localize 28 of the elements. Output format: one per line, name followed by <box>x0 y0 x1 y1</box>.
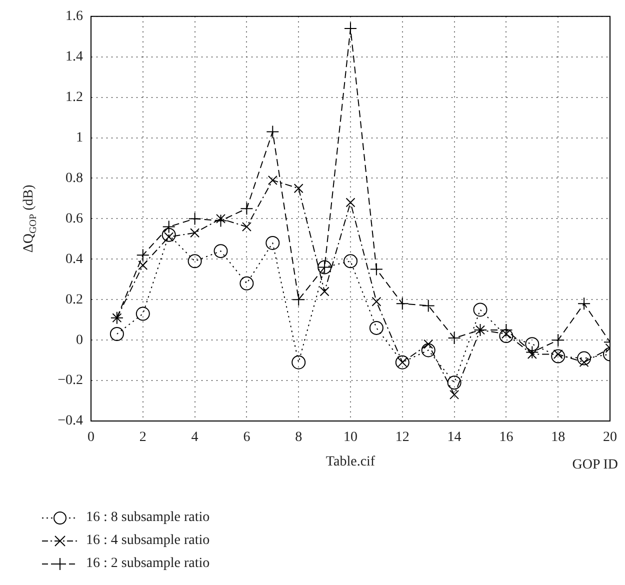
x-tick-label: 6 <box>243 430 250 446</box>
x-tick-label: 0 <box>88 430 94 446</box>
y-tick-label: −0.4 <box>58 414 83 429</box>
y-axis-title: ΔQGOP (dB) <box>22 184 39 253</box>
y-tick-label: 1.6 <box>66 9 83 24</box>
y-tick-label: 0 <box>76 332 83 348</box>
x-axis-title: GOP ID <box>572 458 618 473</box>
x-tick-label: 16 <box>499 430 514 446</box>
y-tick-label: 0.6 <box>66 211 83 226</box>
text: Table.cif <box>326 454 376 470</box>
x-tick-label: 18 <box>551 430 566 446</box>
x-tick-label: 14 <box>447 430 462 446</box>
y-tick-label: 1.2 <box>66 90 83 105</box>
y-tick-label: 0.2 <box>66 292 83 308</box>
legend-label: 16 : 4 subsample ratio <box>86 532 210 550</box>
y-tick-label: 0.8 <box>66 170 83 186</box>
y-tick-label: −0.2 <box>58 373 83 388</box>
x-tick-label: 2 <box>139 430 146 446</box>
x-tick-label: 10 <box>344 430 358 446</box>
x-tick-label: 12 <box>395 430 410 446</box>
x-tick-label: 4 <box>191 430 198 446</box>
x-tick-label: 8 <box>295 430 302 446</box>
x-tick-label: 20 <box>603 430 617 446</box>
y-tick-label: 1 <box>76 130 83 146</box>
legend-label: 16 : 2 subsample ratio <box>86 555 210 573</box>
legend-label: 16 : 8 subsample ratio <box>86 509 210 527</box>
y-tick-label: 0.4 <box>66 252 83 267</box>
y-tick-label: 1.4 <box>66 50 83 65</box>
